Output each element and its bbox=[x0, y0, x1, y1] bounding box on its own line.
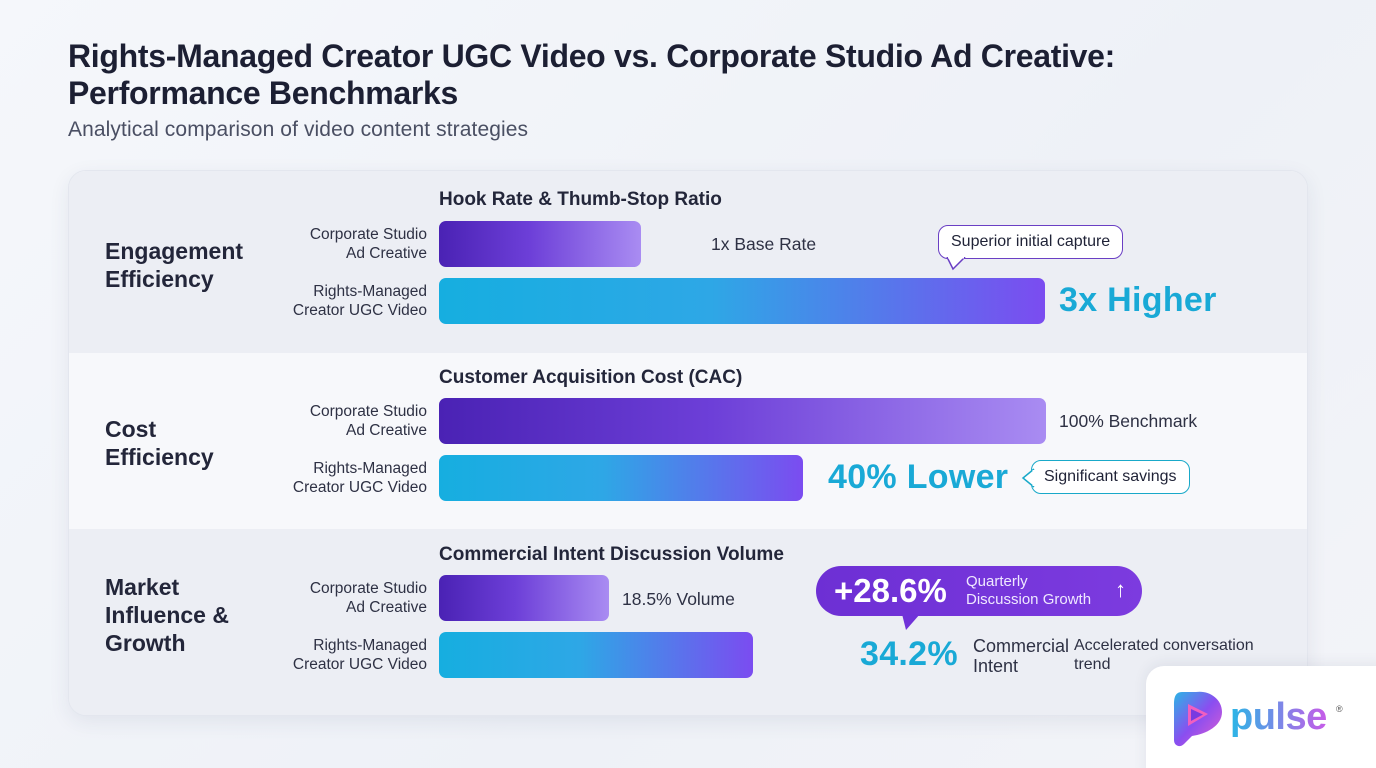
value-label-corporate-hook: 1x Base Rate bbox=[711, 234, 817, 254]
row-label-ugc: Rights-Managed Creator UGC Video bbox=[292, 283, 427, 319]
chart-title: Rights-Managed Creator UGC Video vs. Cor… bbox=[68, 38, 1116, 111]
pulse-logo-icon bbox=[1174, 691, 1222, 747]
section-market bbox=[69, 529, 1307, 715]
metric-title-hook-rate: Hook Rate & Thumb-Stop Ratio bbox=[439, 189, 722, 210]
value-label-corporate-cac: 100% Benchmark bbox=[1059, 411, 1198, 431]
value-suffix-commercial-intent: Commercial Intent bbox=[973, 636, 1070, 676]
benchmark-card: Engagement Efficiency Hook Rate & Thumb-S… bbox=[68, 170, 1308, 716]
row-label-corporate: Corporate Studio Ad Creative bbox=[309, 226, 427, 262]
growth-badge: +28.6% Quarterly Discussion Growth ↑ bbox=[816, 566, 1142, 616]
note-accelerated-trend: Accelerated conversation trend bbox=[1074, 637, 1254, 673]
callout-tail bbox=[1021, 468, 1035, 488]
row-label-corporate: Corporate Studio Ad Creative bbox=[309, 580, 427, 616]
bar-corporate-cac bbox=[439, 398, 1046, 444]
section-label-cost: Cost Efficiency bbox=[105, 416, 214, 470]
logo-registered-mark: ® bbox=[1336, 704, 1343, 714]
chart-subtitle: Analytical comparison of video content s… bbox=[68, 118, 529, 141]
bar-ugc-intent bbox=[439, 632, 753, 678]
section-label-market: Market Influence & Growth bbox=[105, 574, 229, 656]
bar-ugc-cac bbox=[439, 455, 803, 501]
growth-value: +28.6% bbox=[834, 572, 947, 609]
row-label-ugc: Rights-Managed Creator UGC Video bbox=[292, 637, 427, 673]
row-label-ugc: Rights-Managed Creator UGC Video bbox=[292, 460, 427, 496]
logo-wordmark: pulse bbox=[1230, 696, 1327, 738]
value-label-corporate-intent: 18.5% Volume bbox=[622, 589, 735, 609]
row-label-corporate: Corporate Studio Ad Creative bbox=[309, 403, 427, 439]
growth-text: Quarterly Discussion Growth bbox=[966, 573, 1092, 608]
callout-significant-savings: Significant savings bbox=[1031, 460, 1190, 494]
arrow-up-icon: ↑ bbox=[1115, 577, 1126, 602]
value-label-ugc-cac: 40% Lower bbox=[828, 458, 1009, 496]
metric-title-cac: Customer Acquisition Cost (CAC) bbox=[439, 367, 743, 388]
callout-superior-capture: Superior initial capture bbox=[938, 225, 1124, 259]
bar-ugc-hook bbox=[439, 278, 1045, 324]
bar-corporate-hook bbox=[439, 221, 641, 267]
growth-badge-tail bbox=[902, 614, 920, 630]
callout-tail bbox=[946, 257, 966, 271]
metric-title-commercial-intent: Commercial Intent Discussion Volume bbox=[439, 544, 784, 565]
bar-corporate-intent bbox=[439, 575, 609, 621]
value-label-ugc-intent: 34.2% bbox=[860, 635, 958, 673]
value-label-ugc-hook: 3x Higher bbox=[1059, 281, 1217, 319]
section-label-engagement: Engagement Efficiency bbox=[105, 238, 244, 292]
logo-box: pulse ® bbox=[1146, 666, 1376, 768]
